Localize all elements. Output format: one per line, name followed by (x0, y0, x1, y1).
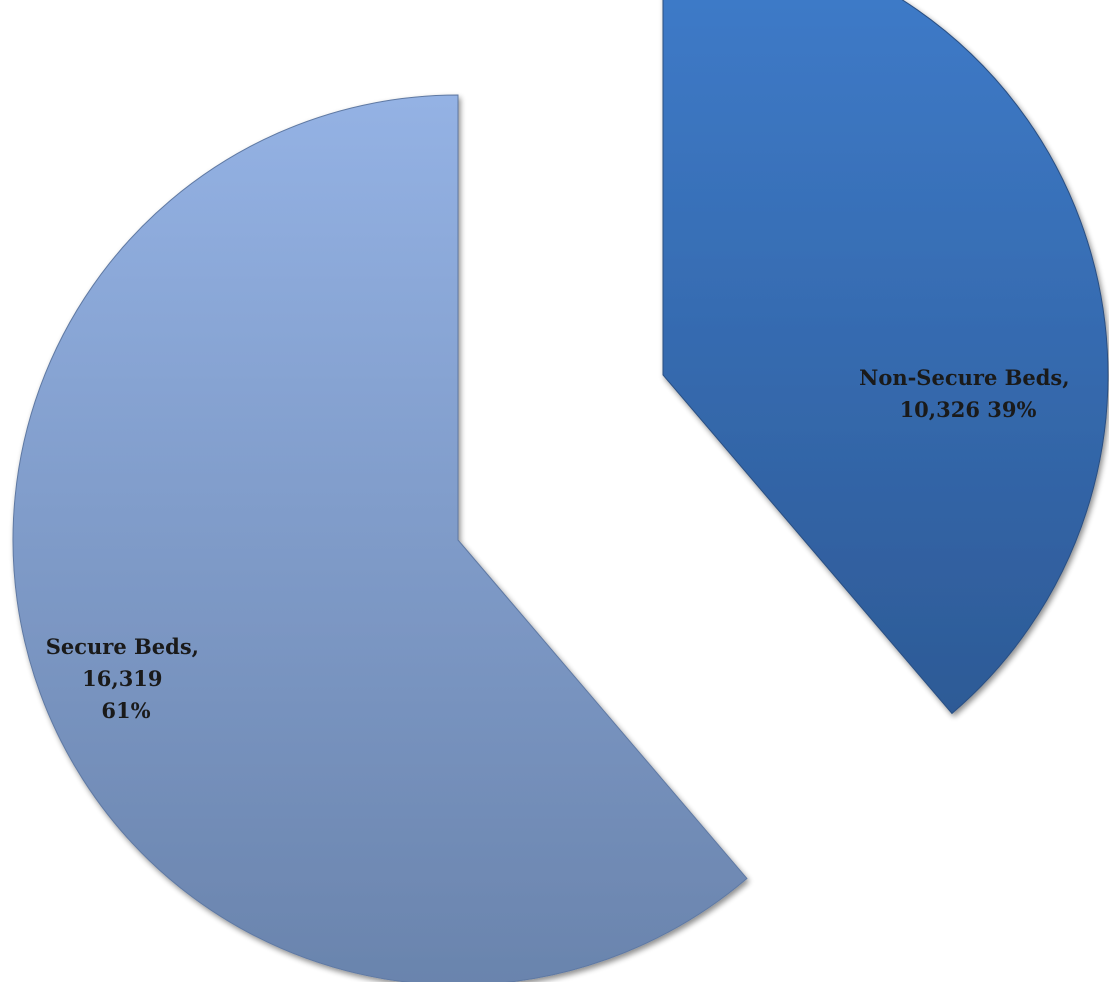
data-label-non-secure-beds: Non-Secure Beds, 10,326 39% (859, 365, 1077, 422)
data-label-secure-beds: Secure Beds, 16,319 61% (46, 634, 207, 723)
pie-slice-non-secure-beds (662, 0, 1109, 715)
pie-slice-secure-beds (12, 94, 748, 982)
